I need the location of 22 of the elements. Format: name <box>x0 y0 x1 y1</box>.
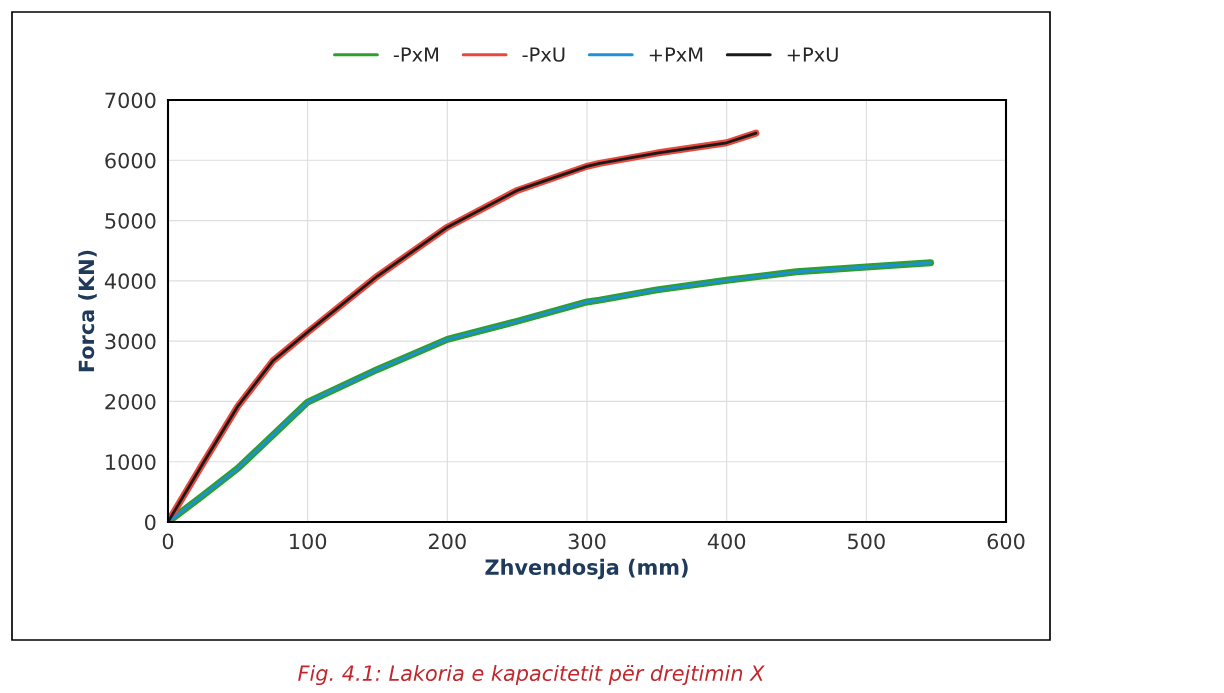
x-tick-label: 600 <box>987 533 1025 550</box>
x-tick-label: 300 <box>568 533 606 550</box>
x-tick-label: 0 <box>162 533 174 550</box>
y-tick-label: 5000 <box>105 213 156 229</box>
legend-label: +PxM <box>649 47 703 62</box>
y-tick-label: 1000 <box>106 454 156 470</box>
x-tick-label: 500 <box>848 533 885 550</box>
legend-label: -PxU <box>522 47 565 62</box>
legend-label: -PxM <box>393 47 439 62</box>
y-tick-label: 2000 <box>105 393 156 410</box>
y-tick-label: 0 <box>145 514 156 531</box>
legend-label: +PxU <box>787 47 838 62</box>
y-axis-title: Forca (KN) <box>78 250 97 372</box>
x-tick-label: 400 <box>707 533 746 550</box>
x-axis-title: Zhvendosja (mm) <box>485 558 688 580</box>
y-tick-label: 3000 <box>105 333 156 350</box>
caption: Fig. 4.1: Lakoria e kapacitetit për drejtimin X <box>298 664 765 686</box>
x-tick-label: 200 <box>428 533 466 550</box>
x-tick-label: 100 <box>290 533 327 550</box>
y-tick-label: 4000 <box>104 273 156 290</box>
y-tick-label: 7000 <box>105 92 156 109</box>
y-tick-label: 6000 <box>105 152 156 169</box>
